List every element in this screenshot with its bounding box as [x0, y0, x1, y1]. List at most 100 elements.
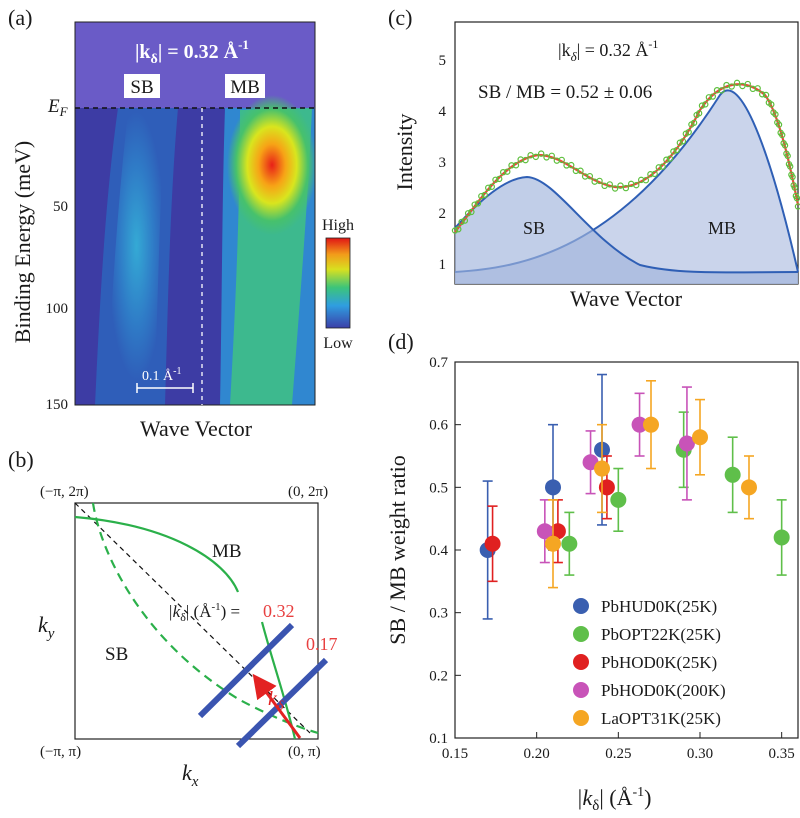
panel-b-sb-label: SB — [105, 644, 128, 665]
intensity-data-point — [789, 173, 796, 181]
x-tick-label: 0.15 — [442, 746, 468, 762]
panel-b: (b) (−π, 2π) (0, 2π) (−π, π) (0, π) MB S… — [8, 447, 338, 790]
sb-mb-ratio-text: SB / MB = 0.52 ± 0.06 — [478, 82, 652, 103]
intensity-data-point — [606, 181, 613, 188]
y-tick-label: 0.7 — [429, 355, 448, 371]
intensity-data-point — [488, 183, 495, 190]
intensity-data-point — [673, 146, 680, 154]
data-point — [678, 435, 695, 452]
data-point — [724, 466, 741, 483]
panel-d-ylabel: SB / MB weight ratio — [385, 455, 410, 644]
corner-bottom-right: (0, π) — [288, 744, 321, 760]
panel-a-xlabel: Wave Vector — [140, 416, 253, 441]
x-tick-label: 0.35 — [769, 746, 795, 762]
colorbar — [325, 237, 351, 329]
y-tick-label: 0.6 — [429, 418, 448, 434]
data-point — [549, 523, 566, 540]
mb-fermi-surface — [74, 515, 240, 593]
panel-d-legend: PbHUD0K(25K) PbOPT22K(25K) PbHOD0K(25K) PbH… — [573, 597, 726, 728]
intensity-data-point — [633, 181, 640, 189]
intensity-data-point — [739, 82, 746, 90]
intensity-data-point — [695, 110, 703, 117]
panel-d-axes: 0.15 0.20 0.25 0.30 0.35 0.1 0.2 0.3 0.4 0.5 0.6 0.… — [429, 355, 795, 762]
value-label-017: 0.17 — [306, 634, 338, 654]
intensity-data-point — [586, 172, 594, 180]
intensity-data-point — [468, 208, 475, 216]
intensity-data-point — [709, 93, 716, 100]
legend-entry: PbHOD0K(200K) — [601, 681, 726, 700]
x-tick-label: 0.30 — [687, 746, 713, 762]
intensity-data-point — [568, 161, 575, 169]
panel-c-ytick: 5 — [439, 53, 447, 69]
colorbar-high-label: High — [322, 217, 354, 234]
data-points — [451, 79, 800, 234]
intensity-data-point — [758, 91, 766, 98]
data-point — [643, 416, 659, 433]
intensity-data-point — [499, 168, 507, 176]
panel-c-mb-label: MB — [708, 218, 736, 238]
data-point — [598, 479, 615, 496]
k-delta-annotation: |kδ| (Å-1) = — [168, 601, 240, 624]
intensity-data-point — [690, 119, 698, 126]
intensity-data-point — [504, 168, 511, 175]
legend-marker — [573, 710, 589, 726]
intensity-data-point — [611, 185, 619, 192]
panel-c-ytick: 1 — [439, 257, 447, 273]
intensity-data-point — [522, 156, 529, 164]
intensity-data-point — [670, 148, 677, 155]
intensity-data-point — [659, 163, 666, 170]
intensity-data-point — [508, 162, 515, 169]
legend-marker — [573, 682, 589, 698]
x-tick-label: 0.25 — [605, 746, 631, 762]
corner-top-right: (0, 2π) — [288, 484, 328, 500]
data-point — [692, 429, 708, 446]
intensity-data-point — [733, 79, 741, 87]
k-delta-arrow — [252, 673, 302, 739]
data-point — [741, 479, 757, 496]
intensity-data-point — [768, 101, 775, 108]
intensity-data-point — [754, 85, 761, 92]
svg-text:0.1 Å-1: 0.1 Å-1 — [142, 366, 181, 384]
data-point — [610, 491, 627, 508]
panel-d-label: (d) — [388, 329, 414, 354]
intensity-data-point — [548, 152, 555, 159]
panel-c: (c) |kδ| = 0.32 Å-1 SB / MB = 0.52 ± 0.0… — [388, 5, 800, 311]
legend-entry: LaOPT31K(25K) — [601, 709, 721, 728]
x-tick-label: 0.20 — [524, 746, 550, 762]
panel-d-xlabel: |kδ| (Å-1) — [576, 785, 651, 814]
panel-a-ytick: 100 — [46, 301, 69, 317]
sb-peak-fill — [455, 177, 798, 284]
data-point — [545, 479, 561, 496]
intensity-data-point — [663, 156, 670, 163]
intensity-data-point — [481, 191, 488, 199]
legend-marker — [573, 654, 589, 670]
intensity-data-point — [622, 184, 630, 192]
panel-a-ytick: 150 — [46, 397, 69, 413]
panel-b-mb-label: MB — [212, 541, 242, 562]
intensity-data-point — [676, 139, 684, 146]
intensity-data-point — [705, 94, 713, 101]
y-tick-label: 0.2 — [429, 668, 448, 684]
intensity-data-point — [464, 210, 472, 217]
panel-a-ytick: 50 — [53, 199, 68, 215]
panel-a-k-annotation: |kδ| = 0.32 Å-1 — [135, 37, 249, 67]
intensity-data-point — [512, 162, 520, 169]
intensity-data-point — [617, 182, 624, 189]
intensity-data-point — [775, 121, 783, 128]
intensity-data-point — [713, 86, 721, 94]
intensity-data-point — [702, 101, 709, 108]
legend-entry: PbHUD0K(25K) — [601, 597, 717, 616]
panel-c-ytick: 3 — [439, 155, 447, 171]
panel-c-ylabel: Intensity — [392, 114, 417, 191]
intensity-data-point — [666, 155, 674, 162]
panel-d: (d) 0.15 0.20 0.25 0.30 0.350.10.20.30.40.50… — [385, 329, 799, 814]
data-point — [631, 416, 648, 433]
data-point — [484, 535, 501, 552]
panel-c-ytick: 4 — [439, 104, 447, 120]
legend-entry: PbHOD0K(25K) — [601, 653, 717, 672]
data-point — [594, 460, 610, 477]
intensity-data-point — [647, 171, 654, 178]
intensity-data-point — [458, 218, 465, 226]
colorbar-low-label: Low — [323, 335, 353, 352]
corner-top-left: (−π, 2π) — [40, 484, 89, 500]
